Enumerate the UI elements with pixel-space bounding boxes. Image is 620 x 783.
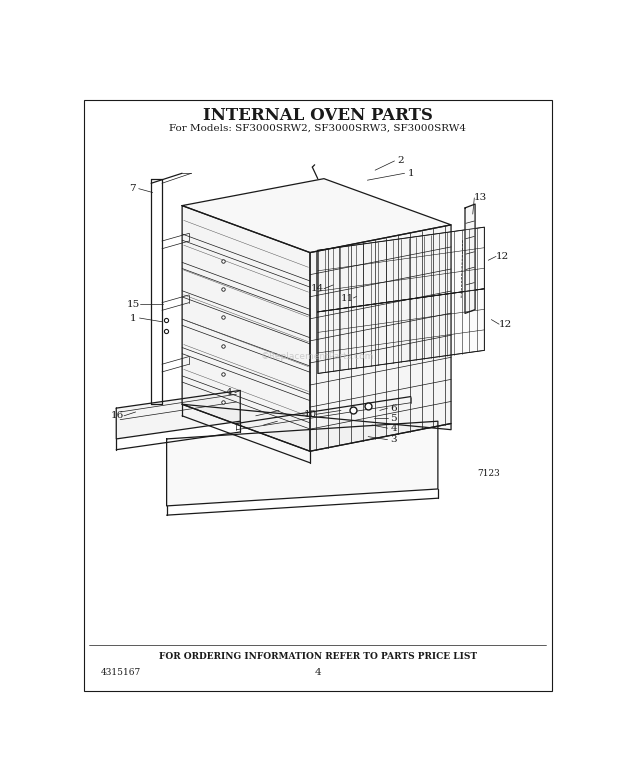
Text: 5: 5 [391,413,397,423]
Text: 2: 2 [397,157,404,165]
Text: 10: 10 [303,410,317,419]
Polygon shape [182,179,451,253]
Text: For Models: SF3000SRW2, SF3000SRW3, SF3000SRW4: For Models: SF3000SRW2, SF3000SRW3, SF30… [169,124,466,133]
Polygon shape [465,204,475,313]
Polygon shape [317,289,484,373]
Text: 13: 13 [474,193,487,203]
Text: FOR ORDERING INFORMATION REFER TO PARTS PRICE LIST: FOR ORDERING INFORMATION REFER TO PARTS … [159,652,477,662]
Polygon shape [317,227,484,312]
Polygon shape [182,404,451,451]
Text: ©ReplacementParts.com: ©ReplacementParts.com [261,352,374,361]
Text: 12: 12 [495,252,509,261]
Text: 4: 4 [314,668,321,677]
Text: 1: 1 [130,313,136,323]
Text: 16: 16 [111,411,125,420]
Text: 1: 1 [407,169,414,178]
Text: 14: 14 [311,284,324,294]
Text: INTERNAL OVEN PARTS: INTERNAL OVEN PARTS [203,107,433,124]
Text: 4: 4 [391,424,397,433]
Polygon shape [310,225,451,451]
Text: 6: 6 [391,403,397,413]
Polygon shape [182,206,310,451]
Text: 7123: 7123 [477,469,500,478]
Text: 11: 11 [340,294,354,302]
Text: 3: 3 [391,435,397,444]
Text: 4315167: 4315167 [100,668,141,677]
Polygon shape [167,421,438,506]
Text: 15: 15 [126,300,140,309]
Text: 7: 7 [129,184,136,193]
Polygon shape [117,391,241,439]
Text: 12: 12 [498,319,512,329]
Text: 4: 4 [225,388,232,397]
